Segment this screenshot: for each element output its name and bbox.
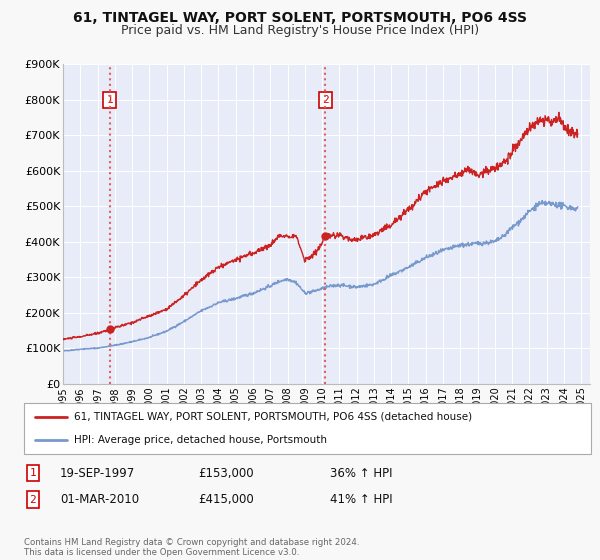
Text: Price paid vs. HM Land Registry's House Price Index (HPI): Price paid vs. HM Land Registry's House … bbox=[121, 24, 479, 36]
Text: 2: 2 bbox=[29, 494, 37, 505]
FancyBboxPatch shape bbox=[24, 403, 591, 454]
Text: £415,000: £415,000 bbox=[198, 493, 254, 506]
Text: 61, TINTAGEL WAY, PORT SOLENT, PORTSMOUTH, PO6 4SS: 61, TINTAGEL WAY, PORT SOLENT, PORTSMOUT… bbox=[73, 11, 527, 25]
Text: 1: 1 bbox=[107, 95, 113, 105]
Text: 1: 1 bbox=[29, 468, 37, 478]
Text: 61, TINTAGEL WAY, PORT SOLENT, PORTSMOUTH, PO6 4SS (detached house): 61, TINTAGEL WAY, PORT SOLENT, PORTSMOUT… bbox=[74, 412, 472, 422]
Text: HPI: Average price, detached house, Portsmouth: HPI: Average price, detached house, Port… bbox=[74, 435, 327, 445]
Text: Contains HM Land Registry data © Crown copyright and database right 2024.
This d: Contains HM Land Registry data © Crown c… bbox=[24, 538, 359, 557]
Text: 2: 2 bbox=[322, 95, 328, 105]
Text: £153,000: £153,000 bbox=[198, 466, 254, 480]
Text: 19-SEP-1997: 19-SEP-1997 bbox=[60, 466, 135, 480]
Text: 01-MAR-2010: 01-MAR-2010 bbox=[60, 493, 139, 506]
Text: 41% ↑ HPI: 41% ↑ HPI bbox=[330, 493, 392, 506]
Text: 36% ↑ HPI: 36% ↑ HPI bbox=[330, 466, 392, 480]
